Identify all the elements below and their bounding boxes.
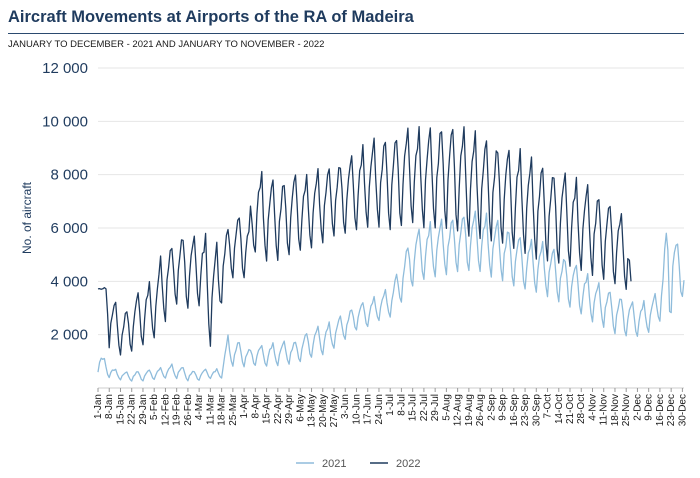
x-tick-label: 5-Aug (441, 394, 452, 421)
x-tick-label: 18-Nov (610, 394, 621, 426)
chart-subtitle: JANUARY TO DECEMBER - 2021 AND JANUARY T… (8, 39, 325, 50)
x-tick-label: 4-Mar (194, 393, 205, 420)
series-line-2021 (97, 210, 685, 382)
x-tick-label: 22-Jul (419, 394, 430, 421)
x-tick-label: 15-Jan (115, 394, 126, 425)
x-tick-label: 19-Feb (172, 394, 183, 426)
x-tick-label: 1-Jul (385, 394, 396, 416)
legend-label-2021: 2021 (322, 458, 346, 470)
y-axis-ticks: 2 000 4 000 6 000 8 000 10 000 12 000 (42, 60, 88, 344)
x-tick-label: 15-Apr (262, 393, 273, 424)
x-tick-label: 13-May (307, 394, 318, 427)
x-tick-label: 2-Dec (632, 394, 643, 421)
x-tick-label: 23-Dec (666, 394, 677, 426)
x-tick-label: 17-Jun (363, 394, 374, 425)
y-tick-label: 2 000 (50, 327, 88, 344)
x-tick-label: 4-Nov (587, 394, 598, 421)
x-axis-ticks: 1-Jan 8-Jan 15-Jan 22-Jan 29-Jan 5-Feb 12-Feb 1… (93, 388, 688, 427)
series-lines (97, 126, 685, 382)
y-axis-label: No. of aircraft (20, 181, 34, 254)
x-tick-label: 12-Aug (453, 394, 464, 426)
x-tick-label: 7-Oct (543, 394, 554, 419)
gridlines (98, 67, 684, 389)
x-tick-label: 1-Apr (239, 393, 250, 418)
x-tick-label: 20-May (318, 394, 329, 427)
x-tick-label: 18-Mar (217, 393, 228, 425)
x-tick-label: 5-Feb (149, 394, 160, 421)
x-tick-label: 11-Nov (599, 394, 610, 426)
title-divider (8, 33, 684, 34)
x-tick-label: 30-Dec (677, 394, 688, 426)
x-tick-label: 12-Feb (160, 394, 171, 426)
x-tick-label: 16-Sep (509, 394, 520, 427)
x-tick-label: 8-Jan (104, 394, 115, 419)
y-tick-label: 12 000 (42, 60, 88, 77)
x-tick-label: 8-Apr (250, 393, 261, 418)
x-tick-label: 3-Jun (340, 394, 351, 419)
x-tick-label: 25-Mar (228, 393, 239, 425)
legend-label-2022: 2022 (396, 458, 420, 470)
x-tick-label: 6-May (295, 394, 306, 422)
x-tick-label: 26-Feb (183, 394, 194, 426)
x-tick-label: 24-Jun (374, 394, 385, 425)
x-tick-label: 14-Oct (554, 394, 565, 424)
x-tick-label: 30-Sep (531, 394, 542, 427)
y-tick-label: 4 000 (50, 273, 88, 290)
x-tick-label: 29-Jul (430, 394, 441, 421)
x-tick-label: 10-Jun (351, 394, 362, 425)
x-tick-label: 29-Apr (284, 393, 295, 424)
chart-title: Aircraft Movements at Airports of the RA… (8, 8, 414, 26)
x-tick-label: 8-Jul (396, 394, 407, 416)
x-tick-label: 19-Aug (464, 394, 475, 426)
x-tick-label: 16-Dec (655, 394, 666, 426)
x-tick-label: 9-Sep (498, 394, 509, 421)
x-tick-label: 23-Sep (520, 394, 531, 427)
y-tick-label: 10 000 (42, 113, 88, 130)
y-tick-label: 6 000 (50, 220, 88, 237)
x-tick-label: 2-Sep (486, 394, 497, 421)
x-tick-label: 21-Oct (565, 394, 576, 424)
x-tick-label: 22-Apr (273, 393, 284, 424)
x-tick-label: 1-Jan (93, 394, 104, 419)
x-tick-label: 28-Oct (576, 394, 587, 424)
x-tick-label: 22-Jan (127, 394, 138, 425)
x-tick-label: 29-Jan (138, 394, 149, 425)
x-tick-label: 15-Jul (408, 394, 419, 421)
x-tick-label: 26-Aug (475, 394, 486, 426)
x-tick-label: 27-May (329, 394, 340, 427)
x-tick-label: 25-Nov (621, 394, 632, 426)
x-tick-label: 11-Mar (205, 393, 216, 425)
series-line-2022 (97, 126, 632, 356)
y-tick-label: 8 000 (50, 167, 88, 184)
x-tick-label: 9-Dec (644, 394, 655, 421)
legend: 2021 2022 (296, 458, 420, 470)
